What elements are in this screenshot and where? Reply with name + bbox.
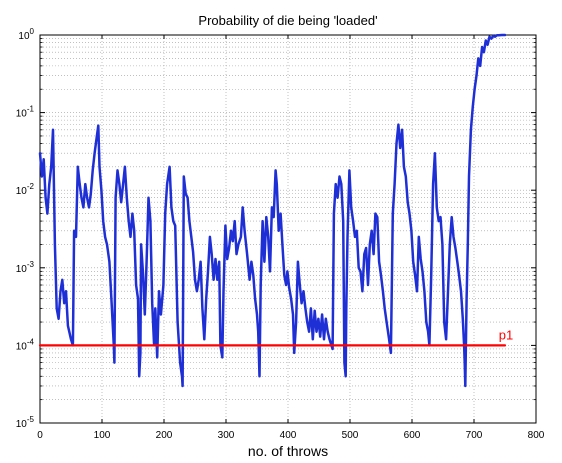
x-tick-label: 700: [466, 430, 483, 441]
x-tick-label: 400: [280, 430, 297, 441]
x-tick-label: 100: [94, 430, 111, 441]
x-tick-label: 200: [156, 430, 173, 441]
y-tick-label: 100: [18, 27, 34, 42]
chart-title: Probability of die being 'loaded': [198, 13, 377, 28]
y-tick-label: 10-3: [16, 260, 35, 275]
x-tick-label: 0: [37, 430, 43, 441]
axis-ticks: 0 100 200 300 400 500 600 700 800 10-5 10-4 10-3 10-…: [16, 27, 545, 441]
x-tick-label: 800: [528, 430, 545, 441]
x-axis-label: no. of throws: [248, 443, 328, 459]
y-tick-label: 10-1: [16, 105, 35, 120]
y-tick-label: 10-2: [16, 182, 35, 197]
threshold-annotation-label: p1: [499, 327, 513, 342]
x-tick-label: 600: [404, 430, 421, 441]
x-tick-label: 300: [218, 430, 235, 441]
x-tick-label: 500: [342, 430, 359, 441]
probability-series-line: [38, 33, 507, 388]
y-tick-label: 10-4: [16, 337, 35, 352]
y-tick-label: 10-5: [16, 415, 35, 430]
series-layer: p1: [38, 33, 513, 388]
